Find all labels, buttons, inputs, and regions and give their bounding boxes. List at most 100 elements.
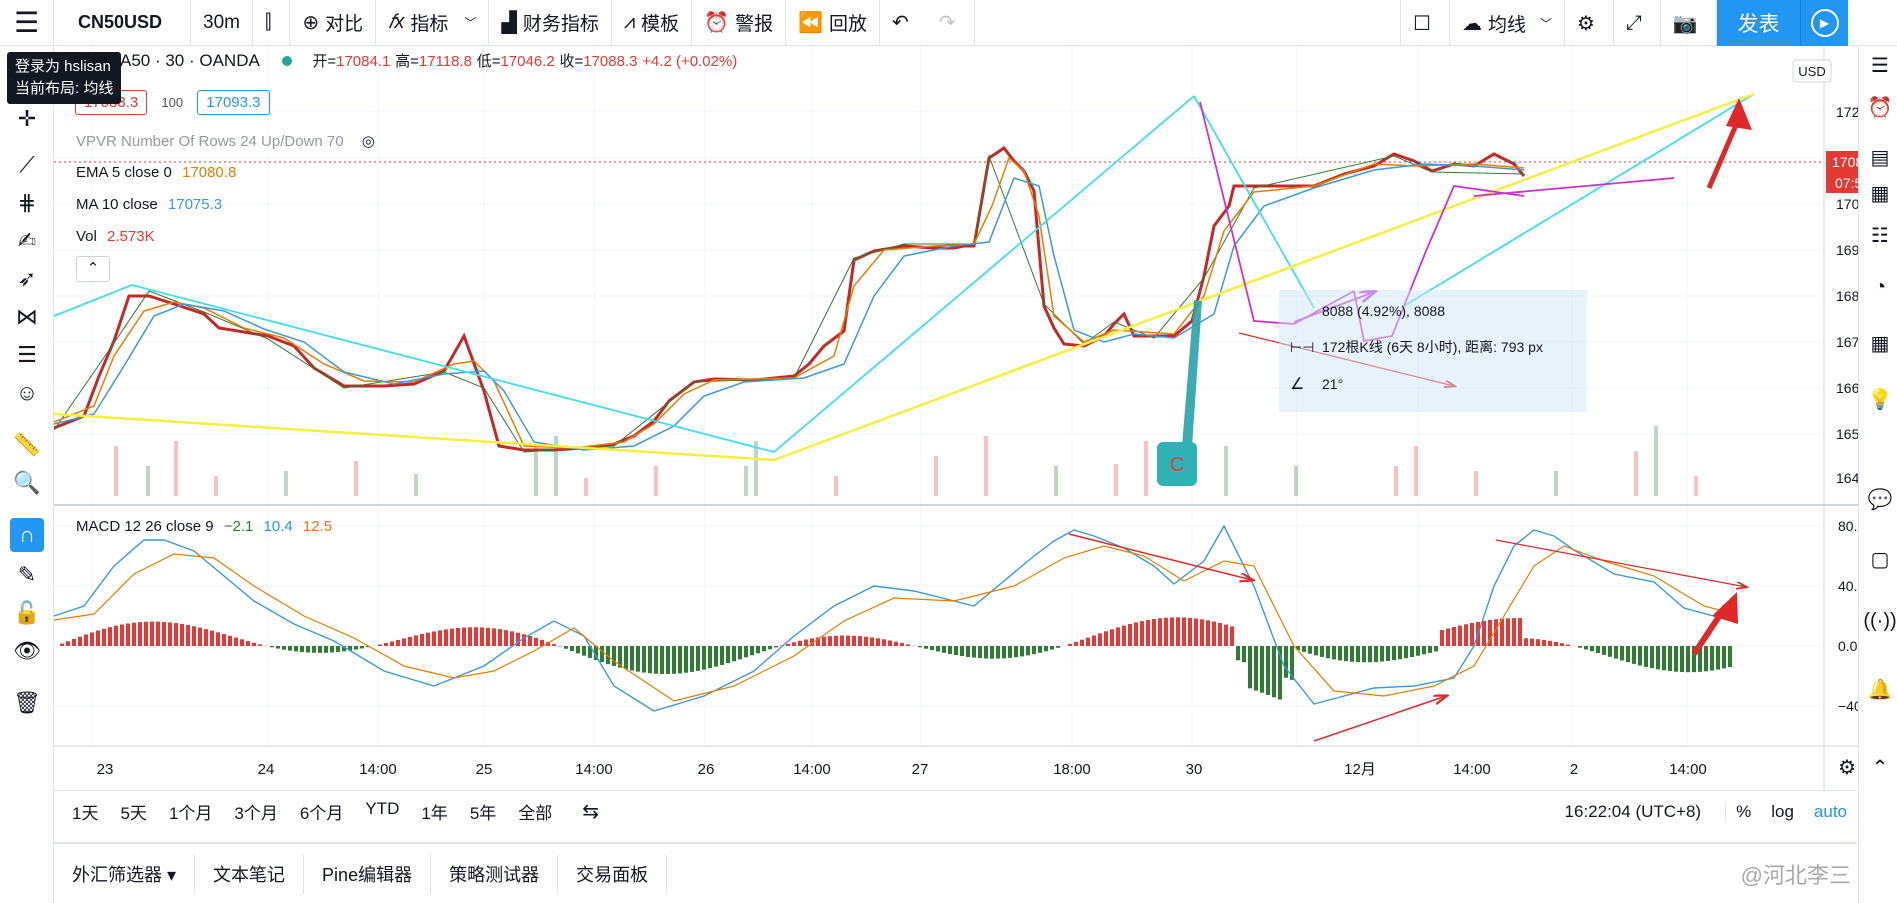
menu-icon[interactable]: ☰ — [0, 0, 54, 46]
chart-area[interactable]: 8088 (4.92%), 8088 172根K线 (6天 8小时), 距离: … — [54, 46, 1858, 790]
watchlist-icon[interactable]: ☰ — [1871, 54, 1889, 77]
macd-bar — [198, 627, 202, 646]
range-button[interactable]: 1天 — [72, 804, 99, 823]
ask-button[interactable]: 17093.3 — [197, 90, 270, 115]
collapse-legend-button[interactable]: ⌃ — [76, 256, 110, 282]
macd-bar — [882, 639, 886, 646]
macd-bar — [612, 646, 616, 666]
yellow-trendline-2[interactable] — [773, 92, 1755, 462]
range-button[interactable]: 1个月 — [168, 804, 213, 823]
macd-bar — [972, 646, 976, 658]
stream-icon[interactable]: ((·)) — [1863, 609, 1897, 632]
alerts-clock-icon[interactable]: ⏰ — [1867, 96, 1893, 119]
redo-button[interactable]: ↷ — [927, 0, 975, 46]
replay-button[interactable]: ⏪ 回放 — [786, 0, 880, 46]
eye-tool-icon[interactable]: 👁 — [13, 638, 41, 663]
macd-bar — [936, 646, 940, 652]
undo-button[interactable]: ↶ — [880, 0, 927, 46]
publish-button[interactable]: 发表 — [1717, 0, 1800, 46]
footer-tab[interactable]: 策略测试器 — [431, 853, 559, 894]
macd-bar — [672, 646, 676, 674]
snapshot-button[interactable]: 📷 — [1661, 0, 1717, 46]
financials-button[interactable]: ▟ 财务指标 — [489, 0, 612, 46]
indicators-button[interactable]: 𝑓x 指标 ﹀ — [376, 0, 490, 46]
yellow-trendline-1[interactable] — [54, 412, 775, 462]
eye-hidden-icon[interactable]: ◎ — [361, 133, 375, 150]
measure-box[interactable] — [1279, 290, 1587, 412]
trash-tool-icon[interactable]: 🗑 — [13, 690, 41, 715]
red-arrow-price[interactable] — [1706, 98, 1752, 189]
macd-annotations[interactable] — [1068, 533, 1746, 742]
range-button[interactable]: 5天 — [120, 804, 147, 823]
goto-date-icon[interactable]: ⇆ — [582, 801, 600, 823]
settings-button[interactable]: ⚙ — [1565, 0, 1614, 46]
auto-toggle[interactable]: auto — [1813, 801, 1847, 821]
chat-icon[interactable]: 💬 — [1867, 488, 1893, 511]
footer-tab[interactable]: 外汇筛选器 ▾ — [54, 853, 196, 894]
zoom-in-tool-icon[interactable]: 🔍 — [13, 470, 41, 495]
symbol-search-button[interactable]: CN50USD — [54, 0, 192, 46]
calendar-list-icon[interactable]: ▦ — [1870, 182, 1890, 205]
layout-button[interactable]: ☁ 均线 ﹀ — [1450, 0, 1565, 46]
brush-tool-icon[interactable]: ✍ — [17, 228, 37, 253]
time-axis[interactable]: 23 24 14:00 25 14:00 26 14:00 27 18:00 30 12月 14:00… — [97, 761, 1707, 778]
ruler-tool-icon[interactable]: 📏 — [13, 432, 41, 457]
percent-toggle[interactable]: % — [1725, 801, 1761, 822]
macd-bar — [546, 641, 550, 646]
play-icon: ▶ — [1810, 9, 1839, 37]
footer-tab[interactable]: Pine编辑器 — [304, 853, 432, 894]
magnet-tool-icon[interactable]: ∩ — [10, 518, 44, 552]
fullscreen-layout-button[interactable]: ☐ — [1400, 0, 1450, 46]
messages-icon[interactable]: ▢ — [1870, 548, 1890, 571]
bell-icon[interactable]: 🔔 — [1867, 678, 1893, 701]
interval-button[interactable]: 30m — [191, 0, 253, 46]
alert-label: 警报 — [735, 14, 774, 35]
range-button[interactable]: YTD — [365, 799, 400, 818]
price-axis[interactable]: USD 17200.017100.017000.016900.016800.01… — [1792, 59, 1858, 714]
chevron-up-icon[interactable]: ⌃ — [1871, 756, 1889, 779]
macd-bar — [1710, 646, 1714, 671]
macd-bar — [360, 646, 364, 649]
callout-c-shape[interactable] — [1158, 300, 1202, 482]
range-button[interactable]: 6个月 — [299, 804, 344, 823]
idea-bulb-icon[interactable]: 💡 — [1867, 388, 1893, 411]
prediction-tool-icon[interactable]: ☰ — [17, 342, 37, 367]
range-button[interactable]: 5年 — [469, 804, 497, 823]
macd-bar — [1248, 646, 1252, 689]
compare-button[interactable]: ⊕ 对比 — [290, 0, 377, 46]
footer-tab[interactable]: 文本笔记 — [195, 853, 305, 894]
news-icon[interactable]: ▤ — [1870, 146, 1890, 169]
pie-icon[interactable]: ◔ — [1873, 275, 1887, 298]
calendar-icon[interactable]: ▦ — [1870, 332, 1890, 355]
chart-style-button[interactable]: ⫿ — [253, 0, 291, 46]
ma-legend: MA 10 close 17075.3 — [76, 196, 222, 213]
range-button[interactable]: 1年 — [421, 804, 448, 823]
stay-drawing-tool-icon[interactable]: ✎ — [17, 562, 37, 587]
cyan-trendlines[interactable] — [54, 93, 1755, 453]
macd-bar — [1446, 628, 1450, 646]
range-button[interactable]: 全部 — [518, 804, 553, 823]
range-button[interactable]: 3个月 — [234, 804, 278, 823]
macd-bar — [684, 646, 688, 673]
macd-bar — [336, 646, 340, 652]
macd-bar — [462, 627, 466, 646]
log-toggle[interactable]: log — [1771, 801, 1794, 821]
play-button[interactable]: ▶ — [1800, 0, 1848, 46]
footer-tab[interactable]: 交易面板 — [558, 853, 668, 894]
lock-tool-icon[interactable]: 🔓 — [13, 600, 41, 625]
emoji-tool-icon[interactable]: ☺ — [15, 380, 39, 405]
templates-button[interactable]: ⩘ 模板 — [612, 0, 693, 46]
trend-line-tool-icon[interactable]: ⟋ — [19, 152, 35, 177]
axis-settings-icon[interactable]: ⚙ — [1838, 757, 1856, 779]
alert-button[interactable]: ⏰ 警报 — [692, 0, 787, 46]
expand-button[interactable]: ⤢ — [1614, 0, 1661, 46]
arrow-tool-icon[interactable]: ➶ — [17, 266, 37, 291]
data-window-icon[interactable]: ☷ — [1871, 224, 1889, 247]
fib-tool-icon[interactable]: ⋕ — [17, 190, 37, 215]
macd-tick: 80.0 — [1838, 518, 1858, 534]
pattern-tool-icon[interactable]: ⋈ — [16, 304, 38, 329]
crosshair-tool-icon[interactable]: ✛ — [17, 106, 37, 131]
time-tick: 14:00 — [359, 761, 397, 778]
macd-bar — [216, 632, 220, 646]
macd-bar — [564, 646, 568, 649]
